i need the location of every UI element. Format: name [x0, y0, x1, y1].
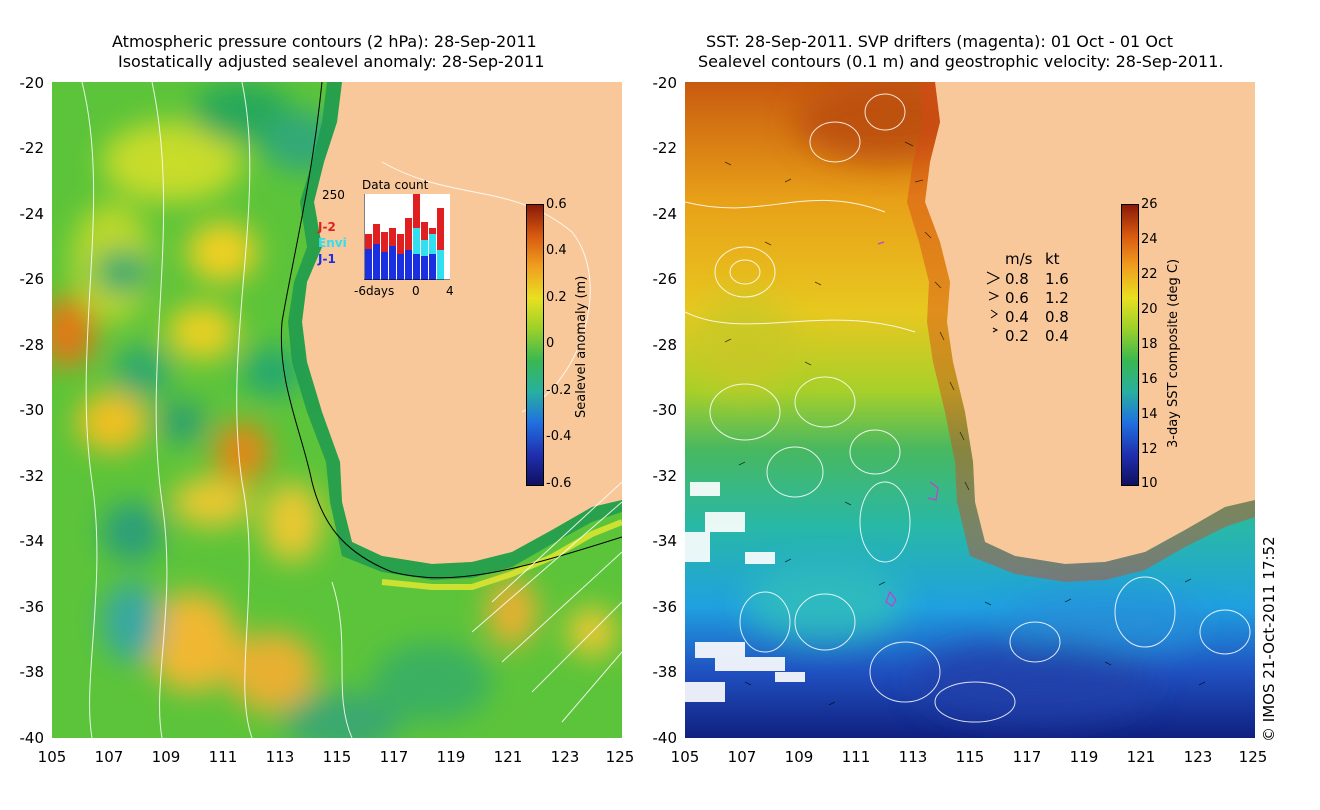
y-tick: -34 — [19, 532, 45, 550]
velocity-key-kt: 0.4 — [1045, 327, 1069, 345]
sst-cb-tick: 16 — [1141, 372, 1158, 387]
sst-cb-tick: 22 — [1141, 267, 1158, 282]
y-tick: -32 — [19, 467, 45, 485]
sst-map — [685, 82, 1255, 738]
data-count-bars — [364, 194, 450, 280]
y-tick: -26 — [19, 270, 45, 288]
x-tick: 123 — [550, 748, 580, 766]
sealevel-cb-tick: -0.2 — [546, 383, 572, 398]
x-tick: 105 — [37, 748, 67, 766]
y-tick: -28 — [19, 336, 45, 354]
sealevel-cb-label: Sealevel anomaly (m) — [574, 275, 589, 418]
y-tick: -22 — [652, 139, 678, 157]
left-title-line2: Isostatically adjusted sealevel anomaly:… — [118, 52, 545, 71]
sealevel-cb-tick: 0.4 — [546, 243, 567, 258]
sealevel-cb-tick: -0.6 — [546, 476, 572, 491]
velocity-key-ms: 0.4 — [1005, 308, 1029, 326]
sst-colorbar — [1121, 204, 1139, 486]
sst-cb-tick: 24 — [1141, 232, 1158, 247]
x-tick: 117 — [1012, 748, 1042, 766]
y-tick: -32 — [652, 467, 678, 485]
inset-x-end: 4 — [446, 284, 454, 298]
velocity-key-ms: 0.8 — [1005, 270, 1029, 288]
velocity-key-header-kt: kt — [1045, 250, 1060, 268]
y-tick: -34 — [652, 532, 678, 550]
sealevel-cb-tick: 0.6 — [546, 197, 567, 212]
y-tick: -22 — [19, 139, 45, 157]
legend-envi: Envi — [318, 236, 347, 250]
inset-ymax: 250 — [322, 188, 345, 202]
velocity-key-kt: 0.8 — [1045, 308, 1069, 326]
sealevel-cb-tick: 0 — [546, 336, 555, 351]
right-title-line2: Sealevel contours (0.1 m) and geostrophi… — [698, 52, 1224, 71]
inset-x-zero: 0 — [412, 284, 420, 298]
velocity-key-ms: 0.6 — [1005, 289, 1029, 307]
legend-j1: J-1 — [318, 252, 336, 266]
velocity-key-ms: 0.2 — [1005, 327, 1029, 345]
y-tick: -36 — [19, 598, 45, 616]
y-tick: -20 — [19, 74, 45, 92]
y-tick: -28 — [652, 336, 678, 354]
x-tick: 117 — [379, 748, 409, 766]
x-tick: 115 — [322, 748, 352, 766]
y-tick: -30 — [652, 401, 678, 419]
sst-cb-tick: 14 — [1141, 407, 1158, 422]
sealevel-contours — [685, 93, 1251, 723]
y-tick: -30 — [19, 401, 45, 419]
australia-land-sst — [925, 82, 1255, 564]
x-tick: 105 — [670, 748, 700, 766]
right-title-line1: SST: 28-Sep-2011. SVP drifters (magenta)… — [706, 32, 1173, 51]
x-tick: 125 — [605, 748, 635, 766]
y-tick: -20 — [652, 74, 678, 92]
inset-title: Data count — [362, 178, 429, 192]
y-tick: -24 — [19, 205, 45, 223]
y-tick: -40 — [19, 729, 45, 747]
x-tick: 113 — [898, 748, 928, 766]
sealevel-cb-tick: 0.2 — [546, 290, 567, 305]
x-tick: 109 — [784, 748, 814, 766]
x-tick: 123 — [1183, 748, 1213, 766]
y-tick: -36 — [652, 598, 678, 616]
x-tick: 109 — [151, 748, 181, 766]
left-title-line1: Atmospheric pressure contours (2 hPa): 2… — [112, 32, 537, 51]
sealevel-colorbar — [526, 204, 544, 486]
x-tick: 121 — [493, 748, 523, 766]
x-tick: 115 — [955, 748, 985, 766]
x-tick: 119 — [1069, 748, 1099, 766]
sst-cb-tick: 10 — [1141, 476, 1158, 491]
legend-j2: J-2 — [318, 220, 336, 234]
y-tick: -24 — [652, 205, 678, 223]
velocity-key: m/s kt 0.8 1.6 0.6 1.2 0.4 0.8 0.2 0.4 — [985, 250, 1095, 350]
sst-cb-tick: 12 — [1141, 442, 1158, 457]
data-count-inset: Data count 250 J-2 Envi J-1 -6days 0 4 — [318, 178, 458, 298]
y-tick: -38 — [19, 663, 45, 681]
sst-cb-tick: 20 — [1141, 302, 1158, 317]
y-tick: -26 — [652, 270, 678, 288]
x-tick: 121 — [1126, 748, 1156, 766]
velocity-key-kt: 1.2 — [1045, 289, 1069, 307]
x-tick: 111 — [841, 748, 871, 766]
x-tick: 111 — [208, 748, 238, 766]
x-tick: 107 — [727, 748, 757, 766]
velocity-key-header-ms: m/s — [1005, 250, 1033, 268]
velocity-key-kt: 1.6 — [1045, 270, 1069, 288]
sst-cb-tick: 26 — [1141, 197, 1158, 212]
velocity-arrows — [724, 141, 1206, 706]
sst-cb-label: 3-day SST composite (deg C) — [1166, 258, 1181, 448]
sealevel-cb-tick: -0.4 — [546, 429, 572, 444]
inset-x-start: -6days — [354, 284, 395, 298]
y-tick: -38 — [652, 663, 678, 681]
svp-drifter-tracks — [877, 241, 939, 607]
y-tick: -40 — [652, 729, 678, 747]
velocity-key-arrows — [986, 271, 1001, 333]
cloud-mask — [685, 482, 805, 702]
x-tick: 119 — [436, 748, 466, 766]
x-tick: 107 — [94, 748, 124, 766]
x-tick: 113 — [265, 748, 295, 766]
imos-credit: © IMOS 21-Oct-2011 17:52 — [1260, 536, 1278, 742]
x-tick: 125 — [1238, 748, 1268, 766]
sst-cb-tick: 18 — [1141, 337, 1158, 352]
